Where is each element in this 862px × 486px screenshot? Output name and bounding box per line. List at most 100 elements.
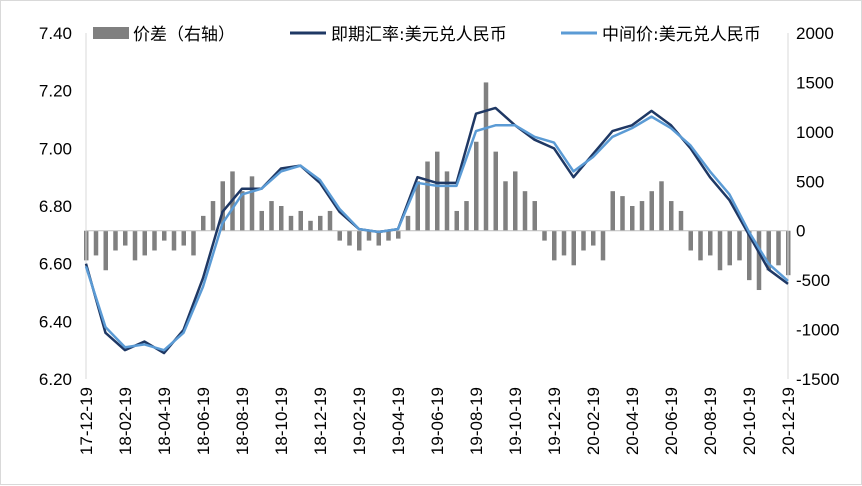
x-tick-label: 19-02-19 xyxy=(350,387,369,455)
spread-bar xyxy=(454,210,459,231)
legend-label-mid: 中间价:美元兑人民币 xyxy=(602,25,761,45)
left-tick-label: 6.80 xyxy=(39,197,72,216)
x-tick-label: 19-06-19 xyxy=(428,387,447,455)
spread-bar xyxy=(337,230,342,241)
spread-bar xyxy=(747,230,752,281)
spread-bar xyxy=(288,215,294,231)
right-tick-label: 1500 xyxy=(796,73,834,92)
left-tick-label: 6.60 xyxy=(39,255,72,274)
spread-bar xyxy=(776,230,781,266)
spread-bar xyxy=(425,161,430,231)
spread-bar xyxy=(766,230,771,271)
spread-bar xyxy=(659,181,664,231)
left-tick-label: 7.00 xyxy=(39,139,72,158)
left-tick-label: 6.20 xyxy=(39,370,72,389)
spread-bar xyxy=(171,230,177,251)
spread-bar xyxy=(249,176,255,231)
spread-bar xyxy=(152,230,157,251)
x-tick-label: 20-04-19 xyxy=(623,387,642,455)
x-tick-label: 20-12-19 xyxy=(779,387,798,455)
x-tick-label: 18-10-19 xyxy=(272,387,291,455)
x-tick-label: 20-10-19 xyxy=(740,387,759,455)
spread-bar xyxy=(522,191,528,231)
spread-bar xyxy=(444,171,450,231)
spread-bar xyxy=(308,220,313,231)
spread-bar xyxy=(415,181,420,231)
spread-bar xyxy=(483,82,489,231)
left-tick-label: 6.40 xyxy=(39,312,72,331)
spread-bar xyxy=(698,230,703,261)
spread-bar xyxy=(474,141,479,231)
spread-bar xyxy=(298,210,303,231)
spread-bar xyxy=(405,215,411,231)
spread-bar xyxy=(191,230,196,256)
spread-bar xyxy=(240,191,245,231)
spread-bar xyxy=(727,230,732,266)
spread-bar xyxy=(318,215,323,231)
x-tick-label: 18-12-19 xyxy=(311,387,330,455)
x-tick-label: 20-08-19 xyxy=(701,387,720,455)
spread-bar xyxy=(717,230,723,271)
right-tick-label: 2000 xyxy=(796,24,834,43)
spread-bar xyxy=(386,230,391,241)
spread-bar xyxy=(357,230,362,251)
spread-bar xyxy=(503,181,508,231)
spread-bar xyxy=(513,171,518,231)
x-tick-label: 19-12-19 xyxy=(545,387,564,455)
x-tick-label: 18-02-19 xyxy=(116,387,135,455)
spread-bar xyxy=(103,230,108,271)
spread-bar xyxy=(93,230,99,256)
spread-bar xyxy=(493,151,498,231)
x-tick-label: 17-12-19 xyxy=(77,387,96,455)
right-tick-label: -500 xyxy=(796,271,830,290)
spread-bar xyxy=(220,181,225,231)
spread-bar xyxy=(620,196,625,231)
legend-label-spot: 即期汇率:美元兑人民币 xyxy=(331,25,507,45)
spread-bar xyxy=(435,151,440,231)
right-tick-label: 0 xyxy=(796,222,805,241)
spread-bar xyxy=(591,230,596,246)
spot-rate-line xyxy=(84,106,789,355)
spread-bar xyxy=(396,230,401,239)
spread-bar xyxy=(181,230,186,246)
spread-bar xyxy=(610,191,615,231)
spread-bar xyxy=(347,230,352,246)
x-tick-label: 18-04-19 xyxy=(155,387,174,455)
spread-bar xyxy=(561,230,567,256)
right-tick-label: 1000 xyxy=(796,123,834,142)
x-tick-label: 18-06-19 xyxy=(194,387,213,455)
spread-bar xyxy=(581,230,586,251)
spread-bar xyxy=(269,201,274,231)
spread-bar xyxy=(123,230,128,246)
spread-bar xyxy=(327,210,333,231)
x-tick-label: 20-06-19 xyxy=(662,387,681,455)
spread-bar xyxy=(630,206,635,231)
spread-bar xyxy=(162,230,167,241)
spread-bar xyxy=(132,230,138,261)
left-tick-label: 7.20 xyxy=(39,82,72,101)
x-tick-label: 19-10-19 xyxy=(506,387,525,455)
legend: 价差（右轴） 即期汇率:美元兑人民币 中间价:美元兑人民币 xyxy=(93,25,761,45)
spread-bar xyxy=(201,215,206,231)
spread-bar xyxy=(649,191,654,231)
spread-bar xyxy=(542,230,547,241)
spread-bar xyxy=(678,210,684,231)
spread-bar xyxy=(639,201,645,231)
spread-bar xyxy=(571,230,576,266)
spread-bar xyxy=(279,206,284,231)
mid-rate-line xyxy=(84,115,789,352)
spread-bar xyxy=(552,230,557,261)
spread-bar xyxy=(259,210,264,231)
spread-bar xyxy=(210,201,216,231)
x-tick-label: 19-04-19 xyxy=(389,387,408,455)
left-tick-label: 7.40 xyxy=(39,24,72,43)
right-tick-label: 500 xyxy=(796,172,824,191)
x-tick-label: 19-08-19 xyxy=(467,387,486,455)
spread-bar xyxy=(708,230,713,256)
spread-bar xyxy=(142,230,147,256)
spread-bar xyxy=(366,230,372,241)
right-tick-label: -1500 xyxy=(796,370,839,389)
spread-bar xyxy=(376,230,381,246)
